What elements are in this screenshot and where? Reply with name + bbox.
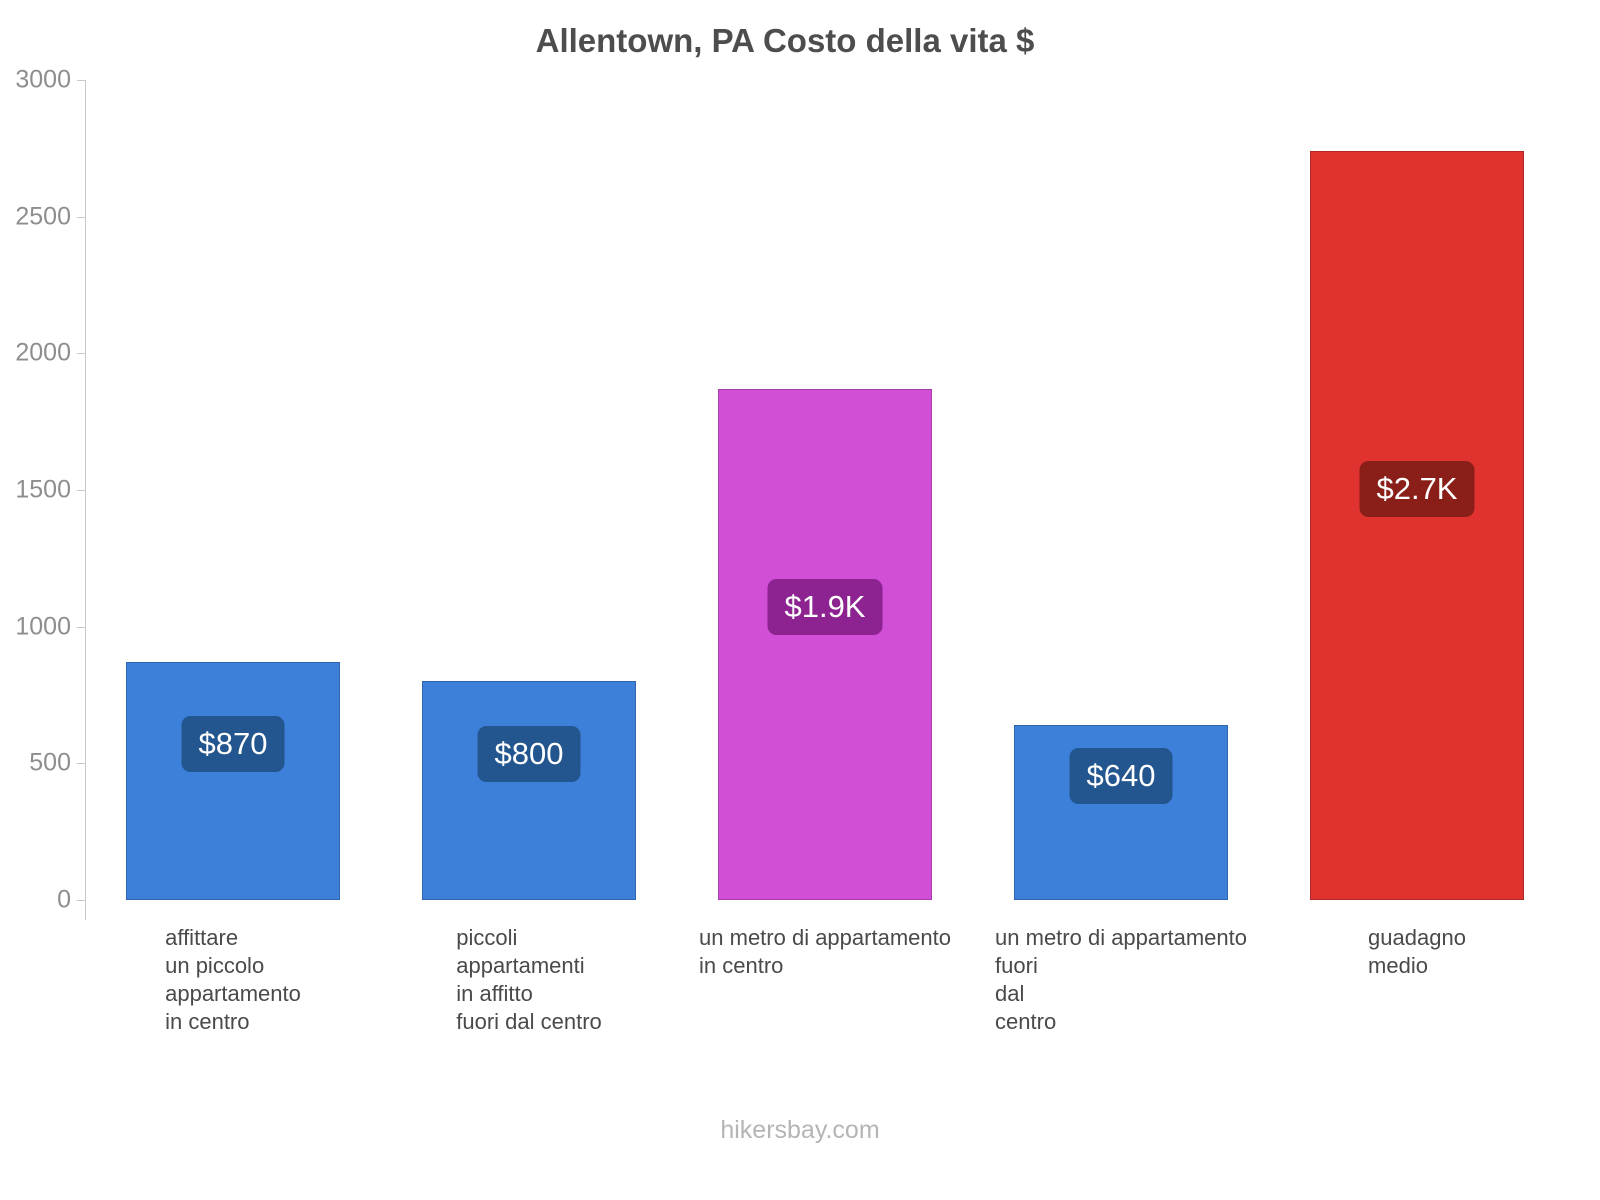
x-axis-label: un metro di appartamento in centro [699,924,951,980]
bar-3: $1.9K [718,388,932,900]
y-tick-mark [77,626,85,628]
bar-value-badge: $870 [181,716,285,773]
x-axis-label-line: appartamenti [456,953,585,978]
y-tick-label: 1500 [15,475,71,504]
watermark-text: hikersbay.com [720,1116,880,1144]
x-axis-label-line: fuori [995,953,1038,978]
y-tick-label: 2000 [15,338,71,367]
x-axis-label-line: medio [1368,953,1428,978]
bar-value-badge: $2.7K [1359,460,1475,517]
y-axis-line [85,80,86,920]
y-tick-mark [77,900,85,901]
x-axis-label-line: in centro [165,1009,250,1034]
x-axis-label-line: fuori dal centro [456,1009,602,1034]
y-tick-label: 0 [57,885,71,914]
bar-value-badge: $800 [477,725,581,782]
x-axis-label: affittare un piccolo appartamento in centro [165,924,301,1036]
x-axis-label-line: centro [995,1009,1057,1034]
bar-1: $870 [126,662,340,900]
y-tick-label: 2500 [15,202,71,231]
x-axis-label-line: piccoli [456,925,518,950]
bar-value-badge: $640 [1069,747,1173,804]
x-axis-label: guadagno medio [1368,924,1466,980]
x-axis-label-line: un metro di appartamento [995,925,1247,950]
bar-value-badge: $1.9K [767,579,883,636]
x-axis-label-line: un metro di appartamento [699,925,951,950]
bar-5: $2.7K [1310,151,1524,900]
y-tick-mark [77,490,85,491]
x-axis-label: piccoli appartamenti in affitto fuori dal c… [456,924,602,1036]
x-axis-label-line: un piccolo [165,953,265,978]
x-axis-label-line: in centro [699,953,784,978]
x-axis-label-line: affittare [165,925,239,950]
x-axis-label-line: appartamento [165,981,301,1006]
x-axis-label-line: in affitto [456,981,533,1006]
y-tick-mark [77,216,85,218]
x-axis-label-line: dal [995,981,1025,1006]
y-tick-mark [77,763,85,765]
y-tick-mark [77,353,85,355]
y-tick-label: 500 [29,748,71,777]
plot-area: 0 500 1000 1500 2000 2500 3000 $870 $800 $1.9K $6… [15,66,1565,1034]
chart-title: Allentown, PA Costo della vita $ [535,22,1035,59]
y-tick-label: 3000 [15,65,71,94]
bar-2: $800 [422,681,636,900]
y-tick-label: 1000 [15,612,71,641]
y-tick-mark [77,80,85,81]
x-axis-label: un metro di appartamento fuori dal centro [995,924,1247,1036]
x-axis-label-line: guadagno [1368,925,1466,950]
bar-4: $640 [1014,725,1228,900]
